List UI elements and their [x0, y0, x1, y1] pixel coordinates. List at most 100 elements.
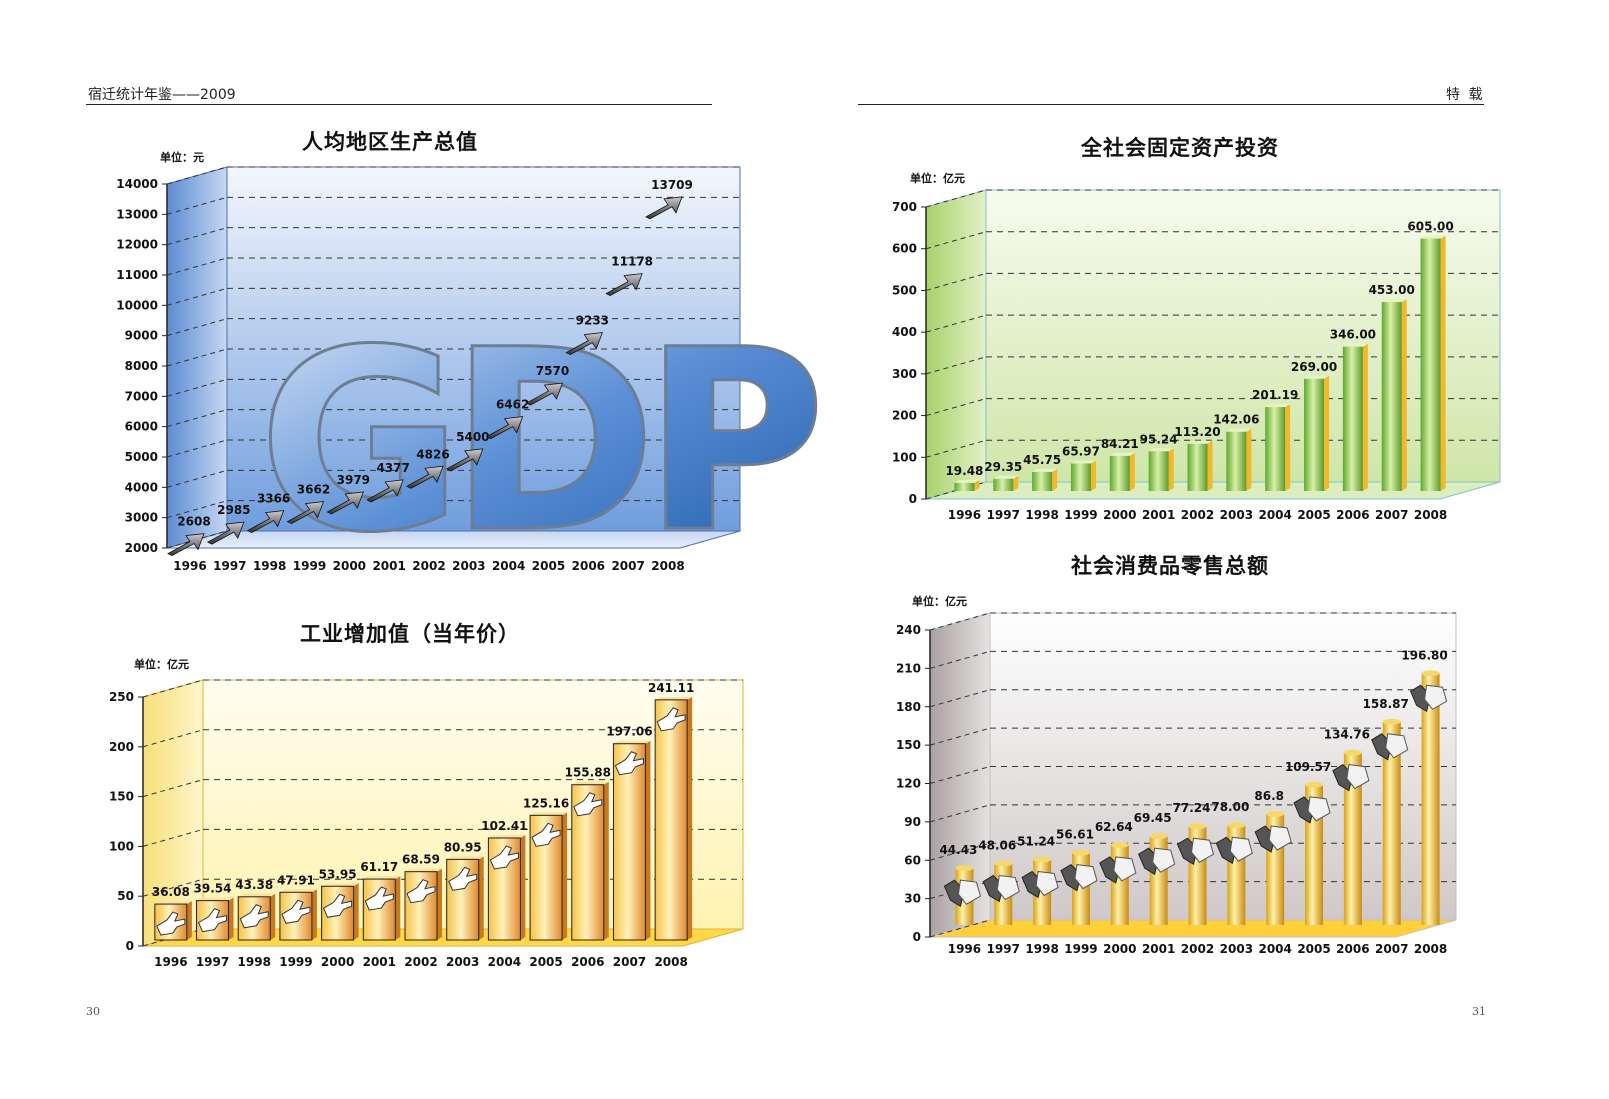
retail-data-label-3: 56.61 [1056, 828, 1094, 842]
retail-shirt-icon-9 [1307, 796, 1331, 822]
retail-shirt-icon-11 [1385, 733, 1409, 759]
investment-bar-side-1 [1013, 475, 1019, 491]
investment-data-label-8: 201.19 [1252, 388, 1298, 402]
retail-grid-side-7 [929, 650, 991, 669]
industry-hand-icon-6 [406, 879, 436, 904]
industry-data-label-1: 39.54 [194, 882, 232, 896]
investment-bar-side-6 [1207, 440, 1213, 491]
retail-bar-top-6 [1188, 823, 1207, 830]
industry-x-tick-1: 1997 [196, 955, 229, 969]
gdp-unit-label: 单位：元 [160, 151, 204, 164]
industry-bar-cap-1 [196, 897, 234, 901]
gdp-grid-side-12 [166, 166, 228, 185]
industry-hand-icon-9 [531, 822, 561, 847]
industry-bar-cap-8 [488, 834, 526, 838]
gdp-data-label-7: 5400 [456, 430, 489, 444]
gdp-data-label-4: 3979 [337, 473, 370, 487]
investment-data-label-6: 113.20 [1174, 425, 1220, 439]
retail-bar-top-5 [1149, 833, 1168, 840]
page-number-right: 31 [1472, 1005, 1486, 1018]
gdp-chart-title: 人均地区生产总值 [302, 130, 478, 154]
investment-data-label-7: 142.06 [1213, 413, 1259, 427]
gdp-x-tick-7: 2003 [452, 559, 485, 573]
gdp-y-tick-2: 4000 [125, 480, 158, 494]
investment-bar-2 [1032, 471, 1053, 491]
industry-bar-side-9 [562, 812, 568, 940]
investment-bar-cap-2 [1032, 468, 1058, 472]
industry-bar-11 [612, 743, 646, 941]
gdp-grid-side-3 [166, 439, 228, 458]
page-number-left: 30 [86, 1005, 100, 1018]
retail-shirt-icon-7 [1229, 836, 1253, 862]
gdp-grid-side-9 [166, 257, 228, 276]
gdp-data-label-12: 13709 [651, 178, 693, 192]
gdp-grid-side-4 [166, 409, 228, 428]
gdp-arrow-3 [286, 501, 325, 525]
industry-y-tick-3: 150 [109, 790, 134, 804]
investment-bar-cap-0 [954, 479, 980, 483]
retail-data-label-7: 78.00 [1211, 800, 1249, 814]
industry-bar-cap-0 [154, 901, 192, 905]
gdp-x-tick-12: 2008 [651, 559, 684, 573]
retail-y-tick-4: 120 [896, 777, 921, 791]
retail-grid-side-2 [929, 842, 991, 861]
investment-x-tick-1: 1997 [987, 508, 1020, 522]
investment-x-tick-6: 2002 [1181, 508, 1214, 522]
industry-bar-side-7 [478, 856, 484, 940]
industry-bar-side-10 [603, 781, 609, 940]
header-left: 宿迁统计年鉴——2009 [88, 87, 236, 103]
industry-data-label-7: 80.95 [444, 840, 482, 854]
investment-bar-cap-4 [1109, 452, 1135, 456]
retail-bar-top-2 [1033, 856, 1052, 863]
retail-x-tick-11: 2007 [1375, 942, 1408, 956]
investment-x-tick-11: 2007 [1375, 508, 1408, 522]
gdp-y-tick-0: 2000 [125, 541, 158, 555]
gdp-y-tick-10: 12000 [116, 238, 158, 252]
gdp-x-tick-4: 2000 [333, 559, 366, 573]
retail-data-label-6: 77.24 [1173, 801, 1211, 815]
investment-grid-side-6 [925, 231, 987, 250]
industry-data-label-11: 197.06 [606, 725, 652, 739]
investment-y-tick-4: 400 [892, 325, 917, 339]
industry-y-tick-0: 0 [126, 939, 134, 953]
industry-bar-side-0 [186, 901, 192, 940]
retail-grid-side-3 [929, 804, 991, 823]
industry-bar-cap-9 [530, 812, 568, 816]
gdp-data-label-0: 2608 [177, 515, 210, 529]
retail-grid-side-8 [929, 612, 991, 631]
retail-y-tick-6: 180 [896, 700, 921, 714]
industry-bar-side-11 [645, 740, 651, 940]
investment-data-label-10: 346.00 [1330, 328, 1376, 342]
retail-grid-side-5 [929, 727, 991, 746]
investment-bar-side-5 [1168, 448, 1174, 491]
investment-y-tick-2: 200 [892, 409, 917, 423]
gdp-x-tick-2: 1998 [253, 559, 286, 573]
retail-x-tick-4: 2000 [1103, 942, 1136, 956]
industry-hand-icon-8 [489, 845, 519, 870]
industry-bar-cap-3 [279, 889, 317, 893]
retail-data-label-12: 196.80 [1401, 648, 1447, 662]
industry-bar-side-2 [270, 893, 276, 940]
industry-hand-icon-0 [156, 911, 186, 936]
gdp-arrow-0 [167, 533, 205, 557]
gdp-x-tick-10: 2006 [572, 559, 605, 573]
retail-grid-side-4 [929, 766, 991, 784]
industry-grid-side-4 [142, 729, 204, 748]
retail-x-tick-5: 2001 [1142, 942, 1175, 956]
investment-data-label-4: 84.21 [1101, 437, 1139, 451]
gdp-data-label-8: 6462 [496, 398, 529, 412]
gdp-y-tick-6: 8000 [125, 359, 158, 373]
retail-data-label-5: 69.45 [1134, 811, 1172, 825]
investment-x-tick-10: 2006 [1336, 508, 1369, 522]
gdp-decorative-letters: GDP [258, 296, 816, 587]
header-rule-right [858, 104, 1484, 105]
industry-bar-side-6 [437, 868, 442, 940]
industry-data-label-9: 125.16 [523, 796, 569, 810]
retail-x-tick-2: 1998 [1025, 942, 1058, 956]
gdp-y-tick-7: 9000 [125, 329, 158, 343]
investment-bar-cap-1 [993, 475, 1019, 479]
industry-y-tick-4: 200 [109, 740, 134, 754]
industry-x-tick-4: 2000 [321, 955, 354, 969]
gdp-x-tick-6: 2002 [412, 559, 445, 573]
